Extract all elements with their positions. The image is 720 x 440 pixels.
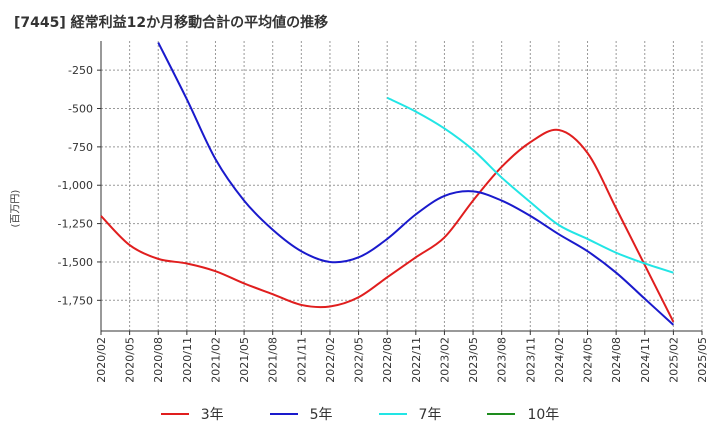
y-tick-label: -750 bbox=[68, 141, 93, 154]
x-tick-label: 2021/05 bbox=[238, 337, 251, 383]
x-tick-label: 2021/02 bbox=[209, 337, 222, 383]
legend-swatch bbox=[378, 413, 407, 415]
y-tick-label: -1,000 bbox=[58, 179, 93, 192]
y-tick-label: -500 bbox=[68, 103, 93, 116]
series-line-7年 bbox=[386, 96, 674, 274]
x-tick-label: 2023/11 bbox=[524, 337, 537, 383]
x-tick-label: 2022/05 bbox=[353, 337, 366, 383]
legend-item: 3年 bbox=[160, 404, 224, 424]
x-tick-label: 2023/02 bbox=[438, 337, 451, 383]
legend-swatch bbox=[487, 413, 516, 415]
x-tick-label: 2023/08 bbox=[496, 337, 509, 383]
legend-swatch bbox=[269, 413, 298, 415]
series-lines bbox=[100, 42, 675, 326]
x-tick-label: 2020/11 bbox=[181, 337, 194, 383]
x-tick-labels: 2020/02 2020/05 2020/08 2020/11 2021/02 2021/… bbox=[95, 337, 709, 383]
legend-label: 5年 bbox=[309, 407, 333, 423]
legend-label: 10年 bbox=[527, 407, 560, 423]
y-tick-label: -1,750 bbox=[58, 294, 93, 307]
legend-item: 10年 bbox=[487, 404, 559, 424]
y-tick-label: -1,250 bbox=[58, 218, 93, 231]
y-tick-label: -1,500 bbox=[58, 256, 93, 269]
chart-title: [7445] 経常利益12か月移動合計の平均値の推移 bbox=[14, 15, 329, 31]
legend-swatch bbox=[160, 413, 189, 415]
series-line-5年 bbox=[157, 42, 675, 326]
x-tick-label: 2025/02 bbox=[667, 337, 680, 383]
x-tick-label: 2024/02 bbox=[553, 337, 566, 383]
grid-lines bbox=[100, 41, 703, 331]
legend-label: 3年 bbox=[200, 407, 224, 423]
x-tick-label: 2024/08 bbox=[610, 337, 623, 383]
axes bbox=[97, 41, 703, 335]
x-tick-label: 2022/02 bbox=[324, 337, 337, 383]
x-tick-label: 2022/08 bbox=[381, 337, 394, 383]
x-tick-label: 2024/05 bbox=[582, 337, 595, 383]
x-tick-label: 2020/08 bbox=[152, 337, 165, 383]
x-tick-label: 2021/11 bbox=[295, 337, 308, 383]
legend-label: 7年 bbox=[418, 407, 442, 423]
x-tick-label: 2025/05 bbox=[696, 337, 709, 383]
x-tick-label: 2023/05 bbox=[467, 337, 480, 383]
legend-item: 5年 bbox=[269, 404, 333, 424]
x-tick-label: 2020/05 bbox=[124, 337, 137, 383]
x-tick-label: 2020/02 bbox=[95, 337, 108, 383]
x-tick-label: 2021/08 bbox=[267, 337, 280, 383]
legend: 3年 5年 7年 10年 bbox=[0, 404, 720, 424]
y-tick-labels: -250 -500 -750 -1,000 -1,250 -1,500 -1,750 bbox=[58, 64, 93, 307]
x-tick-label: 2024/11 bbox=[639, 337, 652, 383]
y-tick-label: -250 bbox=[68, 64, 93, 77]
series-line-3年 bbox=[100, 128, 675, 323]
x-tick-label: 2022/11 bbox=[410, 337, 423, 383]
legend-item: 7年 bbox=[378, 404, 442, 424]
